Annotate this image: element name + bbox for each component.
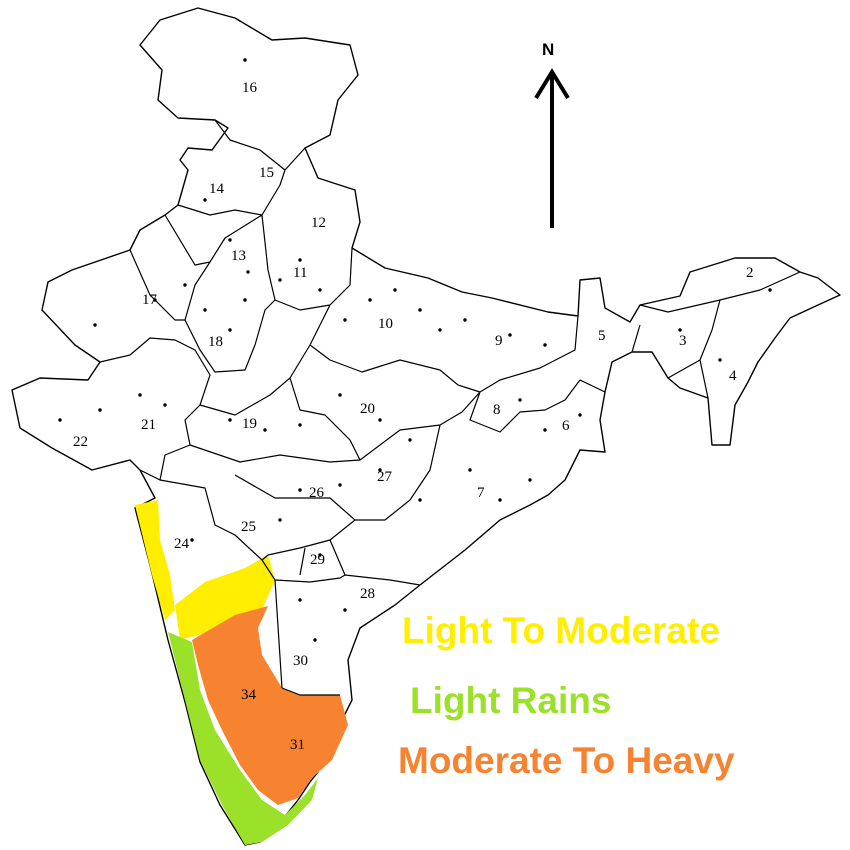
- legend-moderate-to-heavy: Moderate To Heavy: [398, 740, 735, 781]
- state-borders: [99, 119, 606, 696]
- region-number-34: 34: [241, 687, 257, 703]
- zone-light-rains: [168, 632, 318, 845]
- zone-light-to-moderate-west-coast: [135, 500, 175, 620]
- region-number-26: 26: [309, 485, 325, 501]
- region-number-10: 10: [378, 316, 393, 332]
- region-number-30: 30: [293, 653, 308, 669]
- region-number-18: 18: [208, 334, 223, 350]
- region-number-7: 7: [477, 485, 485, 501]
- region-number-5: 5: [598, 328, 606, 344]
- region-number-31: 31: [290, 737, 305, 753]
- region-number-14: 14: [209, 181, 225, 197]
- north-arrow-icon: [534, 68, 570, 228]
- ne-state-borders: [631, 271, 801, 399]
- region-number-8: 8: [493, 402, 501, 418]
- region-number-17: 17: [142, 292, 158, 308]
- zone-moderate-to-heavy: [192, 606, 348, 805]
- legend-light-rains: Light Rains: [410, 680, 612, 721]
- region-number-6: 6: [562, 418, 570, 434]
- north-label: N: [542, 40, 554, 59]
- region-number-11: 11: [293, 265, 307, 281]
- region-number-27: 27: [377, 469, 393, 485]
- region-number-2: 2: [746, 265, 754, 281]
- zone-light-to-moderate-karnataka: [175, 555, 275, 640]
- region-number-13: 13: [231, 248, 246, 264]
- region-number-25: 25: [241, 519, 256, 535]
- region-number-28: 28: [360, 586, 375, 602]
- region-number-22: 22: [73, 434, 88, 450]
- station-dots: [58, 58, 772, 642]
- region-number-4: 4: [729, 368, 737, 384]
- region-number-15: 15: [259, 165, 274, 181]
- region-number-20: 20: [360, 401, 375, 417]
- region-number-24: 24: [174, 536, 190, 552]
- region-number-29: 29: [310, 552, 325, 568]
- region-number-19: 19: [242, 416, 257, 432]
- legend-light-to-moderate: Light To Moderate: [402, 610, 720, 651]
- region-number-9: 9: [495, 333, 503, 349]
- region-number-16: 16: [242, 80, 258, 96]
- region-number-3: 3: [679, 333, 687, 349]
- region-number-12: 12: [311, 215, 326, 231]
- region-number-21: 21: [141, 417, 156, 433]
